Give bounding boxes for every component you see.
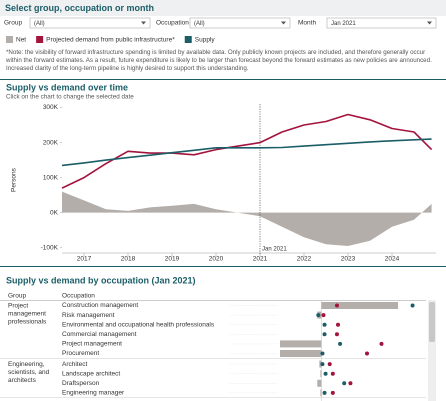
supply-dot[interactable] xyxy=(410,303,415,308)
demand-dot[interactable] xyxy=(334,332,339,337)
y-tick-label: 300K xyxy=(43,104,59,111)
x-tick-label: 2019 xyxy=(165,256,180,263)
dropdown-arrow[interactable] xyxy=(281,21,286,25)
filter-title: Select group, occupation or month xyxy=(5,3,154,13)
legend-swatch xyxy=(184,36,192,43)
demand-dot[interactable] xyxy=(379,341,384,346)
supply-dot[interactable] xyxy=(338,341,343,346)
x-tick-label: 2023 xyxy=(341,256,356,263)
supply-dot[interactable] xyxy=(320,362,325,367)
dropdown-arrow[interactable] xyxy=(427,21,432,25)
occupation-label: Draftsperson xyxy=(62,380,100,387)
occupation-label: Risk management xyxy=(62,312,115,319)
dropdown-value: (All) xyxy=(34,21,45,27)
series-line[interactable] xyxy=(61,138,432,167)
occupation-label: Environmental and occupational health pr… xyxy=(62,321,215,328)
x-tick-label: 2024 xyxy=(385,256,400,263)
supply-dot[interactable] xyxy=(316,313,321,318)
dropdown-value: Jan 2021 xyxy=(331,21,356,27)
occupation-label: Procurement xyxy=(62,350,99,357)
series-line[interactable] xyxy=(61,113,433,189)
x-tick-label: 2018 xyxy=(121,256,136,263)
section-title: Supply vs demand by occupation (Jan 2021… xyxy=(6,275,196,285)
dropdown[interactable] xyxy=(189,17,291,29)
x-tick-label: 2017 xyxy=(77,256,92,263)
filter-label: Month xyxy=(298,20,316,27)
supply-dot[interactable] xyxy=(323,371,328,376)
occupation-label: Architect xyxy=(62,361,87,368)
y-axis-label: Persons xyxy=(11,167,18,192)
net-bar[interactable] xyxy=(280,340,322,348)
occupation-label: Landscape architect xyxy=(62,370,120,377)
scrollbar-track[interactable] xyxy=(428,300,436,401)
legend-swatch xyxy=(6,36,13,43)
selected-date-label: Jan 2021 xyxy=(262,247,287,253)
demand-dot[interactable] xyxy=(336,322,340,327)
supply-dot[interactable] xyxy=(322,322,327,327)
column-header: Occupation xyxy=(62,293,95,300)
supply-dot[interactable] xyxy=(322,390,327,395)
section-subtitle: Click on the chart to change the selecte… xyxy=(6,94,134,101)
net-bar[interactable] xyxy=(320,389,322,397)
x-tick-label: 2020 xyxy=(209,256,224,263)
group-label: Engineering, scientists, and architects xyxy=(8,361,50,384)
legend-swatch xyxy=(36,36,44,43)
occupation-label: Engineering manager xyxy=(62,390,125,397)
occupation-label: Commercial management xyxy=(62,331,137,338)
x-tick-label: 2021 xyxy=(253,256,268,263)
legend-label: Net xyxy=(16,37,26,44)
net-bar[interactable] xyxy=(280,350,322,357)
supply-dot[interactable] xyxy=(322,332,327,337)
x-tick-label: 2022 xyxy=(297,256,312,263)
net-bar[interactable] xyxy=(317,379,322,387)
dropdown-arrow[interactable] xyxy=(141,21,146,25)
y-tick-label: 200K xyxy=(43,139,59,146)
y-tick-label: 100K xyxy=(43,174,59,181)
occupation-label: Project management xyxy=(62,341,122,348)
demand-dot[interactable] xyxy=(330,390,335,395)
dropdown[interactable] xyxy=(326,17,437,29)
legend-label: Supply xyxy=(195,37,216,44)
y-tick-label: 0K xyxy=(50,209,59,216)
demand-dot[interactable] xyxy=(330,371,335,376)
filter-label: Group xyxy=(4,20,22,27)
net-bar[interactable] xyxy=(321,302,399,309)
net-bar[interactable] xyxy=(319,360,322,368)
dropdown-value: (All) xyxy=(194,21,205,27)
y-tick-label: -100K xyxy=(41,244,59,251)
header-bar xyxy=(0,0,446,16)
section-title: Supply vs demand over time xyxy=(6,82,128,92)
column-header: Group xyxy=(8,293,26,300)
occupation-label: Construction management xyxy=(62,302,138,309)
legend-label: Projected demand from public infrastruct… xyxy=(46,37,175,44)
scrollbar-thumb[interactable] xyxy=(429,302,435,342)
net-bar[interactable] xyxy=(320,370,322,378)
dropdown[interactable] xyxy=(29,17,151,29)
demand-dot[interactable] xyxy=(348,381,353,386)
supply-dot[interactable] xyxy=(342,381,347,386)
supply-dot[interactable] xyxy=(320,351,325,356)
note: *Note: the visibility of forward infrast… xyxy=(6,49,432,72)
demand-dot[interactable] xyxy=(365,351,369,356)
demand-dot[interactable] xyxy=(327,362,332,367)
demand-dot[interactable] xyxy=(334,303,339,308)
group-label: Project management professionals xyxy=(8,302,47,325)
filter-label: Occupation xyxy=(156,20,189,27)
net-area[interactable] xyxy=(62,191,432,246)
demand-dot[interactable] xyxy=(321,313,326,318)
